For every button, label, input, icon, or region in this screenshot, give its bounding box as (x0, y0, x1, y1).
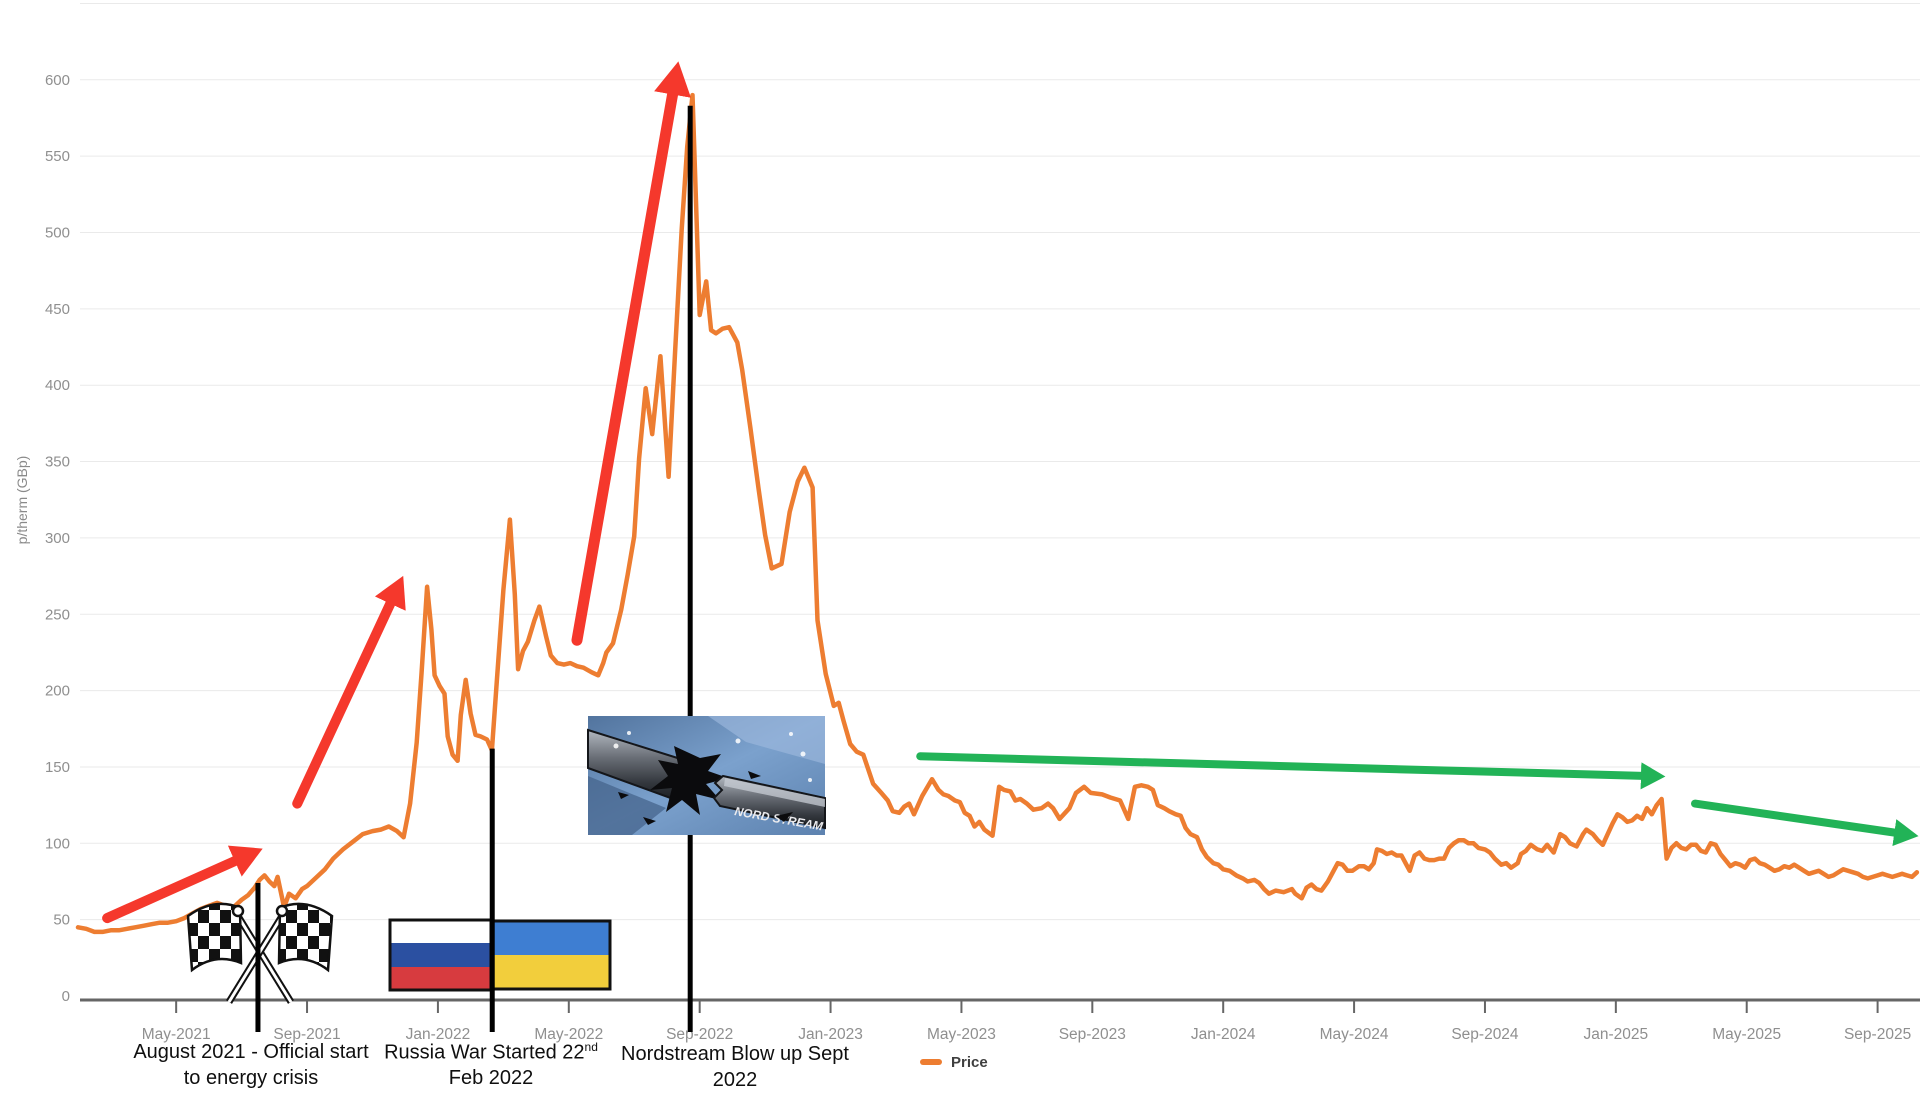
x-tick-label: Sep-2021 (273, 1026, 340, 1043)
x-tick-label: Sep-2023 (1059, 1026, 1126, 1043)
annotation-line: 2022 (712, 1068, 758, 1091)
legend-line-swatch (920, 1059, 942, 1065)
annotation-russia-war: Russia War Started 22nd Feb 2022 (360, 1040, 622, 1092)
y-tick-label: 100 (45, 835, 70, 852)
nordstream-pipeline-image: NORD STREAM (587, 716, 826, 835)
y-tick-label: 350 (45, 454, 70, 471)
x-tick-label: Jan-2023 (798, 1026, 863, 1043)
x-tick-label: Sep-2024 (1451, 1026, 1519, 1043)
annotation-line: August 2021 - Official start (133, 1041, 369, 1063)
annotation-line: Nordstream Blow up Sept (621, 1043, 849, 1065)
x-tick-label: May-2022 (534, 1026, 603, 1043)
y-tick-label: 50 (53, 912, 70, 929)
trend-arrow (292, 575, 406, 809)
trend-arrow (102, 845, 263, 924)
y-tick-label: 250 (45, 606, 70, 623)
legend-label: Price (951, 1053, 988, 1071)
y-tick-label: 0 (62, 988, 70, 1005)
y-tick-label: 500 (45, 225, 70, 242)
y-axis-title: p/therm (GBp) (14, 456, 30, 545)
trend-arrow (1691, 799, 1919, 847)
x-tick-label: Jan-2025 (1584, 1026, 1649, 1043)
price-line (75, 92, 1920, 935)
annotation-line: Feb 2022 (448, 1067, 534, 1090)
x-tick-label: May-2024 (1320, 1026, 1389, 1043)
y-tick-label: 450 (45, 301, 70, 318)
y-tick-label: 550 (45, 148, 70, 165)
checkered-flags-icon (186, 902, 334, 1004)
x-tick-label: May-2023 (927, 1026, 996, 1043)
y-tick-label: 200 (45, 683, 70, 700)
annotation-nordstream: Nordstream Blow up Sept 2022 (606, 1042, 864, 1093)
y-tick-label: 400 (45, 377, 70, 394)
trend-arrow (916, 752, 1666, 790)
x-tick-label: Jan-2022 (406, 1026, 471, 1043)
annotation-line: Russia War Started 22nd (384, 1040, 598, 1064)
y-tick-label: 150 (45, 759, 70, 776)
x-tick-label: Sep-2025 (1844, 1026, 1911, 1043)
x-tick-label: Jan-2024 (1191, 1026, 1256, 1043)
y-tick-label: 300 (45, 530, 70, 547)
ukraine-flag-icon (491, 919, 612, 991)
legend: Price (920, 1050, 988, 1074)
x-tick-label: May-2025 (1712, 1026, 1781, 1043)
y-tick-label: 600 (45, 72, 70, 89)
trend-arrow (571, 61, 691, 646)
russia-flag-icon (388, 918, 493, 992)
x-tick-label: May-2021 (142, 1026, 211, 1043)
x-tick-label: Sep-2022 (666, 1026, 733, 1043)
